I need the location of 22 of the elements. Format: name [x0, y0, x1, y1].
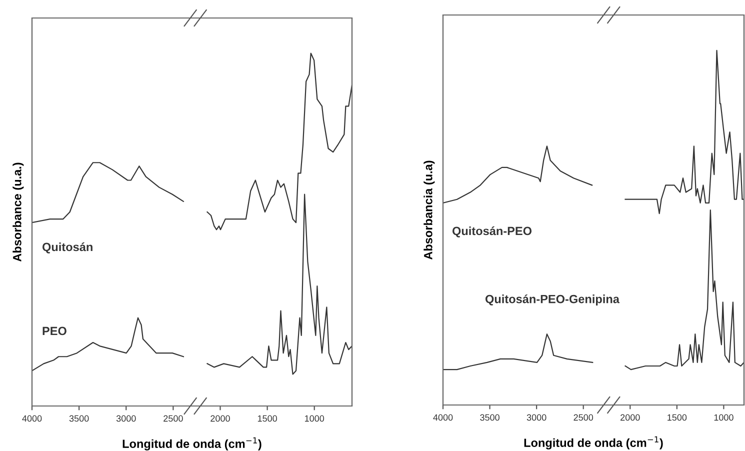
- x-axis-title: Longitud de onda (cm$^{−1}$): [122, 437, 262, 450]
- text: Quitosán-PEO: [452, 226, 532, 238]
- text: Quitosán-PEO-Genipina: [485, 294, 620, 306]
- x-tick-label: 2000: [210, 415, 230, 422]
- x-tick-label: 4000: [22, 415, 42, 422]
- x-tick-label: 1000: [714, 414, 734, 421]
- x-axis-title: Longitud de onda (cm$^{−1}$): [524, 436, 663, 450]
- x-tick-label: 3000: [526, 414, 546, 421]
- x-tick-label: 1000: [305, 415, 324, 422]
- y-axis-title: Absorbance (u.a.): [12, 162, 24, 262]
- x-tick-label: 3500: [480, 414, 500, 421]
- x-tick-label: 3000: [116, 415, 136, 422]
- x-tick-label: 2500: [574, 414, 594, 421]
- series-label: Quitosán: [42, 242, 92, 254]
- x-tick-label: 2500: [164, 415, 183, 422]
- x-tick-label: 3500: [69, 415, 89, 422]
- y-axis-title: Absorbancia (u.a): [424, 160, 435, 260]
- x-tick-label: 1500: [258, 415, 277, 422]
- series-label: PEO: [42, 326, 66, 336]
- x-tick-label: 1500: [668, 414, 687, 421]
- x-tick-label: 2000: [620, 414, 640, 421]
- x-tick-label: 4000: [433, 414, 453, 421]
